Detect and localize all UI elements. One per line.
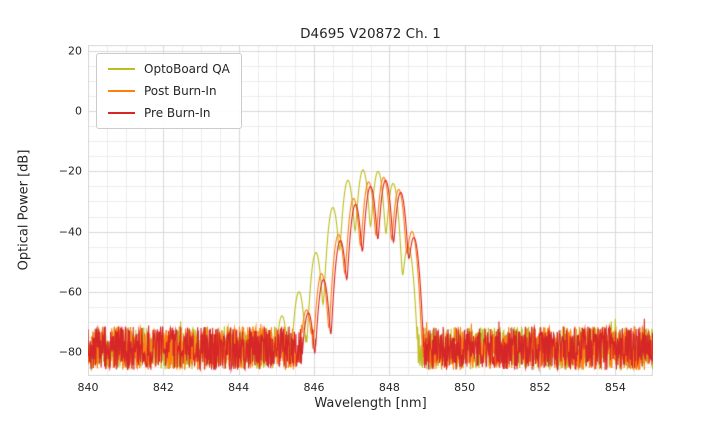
y-tick-label: −60	[58, 285, 82, 299]
legend-label: Pre Burn-In	[144, 106, 211, 120]
legend-label: OptoBoard QA	[144, 62, 230, 76]
y-tick-label: 0	[75, 104, 82, 118]
x-tick-label: 844	[228, 381, 250, 394]
plot-area: OptoBoard QA Post Burn-In Pre Burn-In	[88, 45, 653, 376]
x-tick-label: 842	[152, 381, 174, 394]
chart-title: D4695 V20872 Ch. 1	[300, 26, 441, 42]
y-axis-label: Optical Power [dB]	[16, 149, 32, 271]
x-tick-label: 840	[77, 381, 99, 394]
legend-item: Post Burn-In	[108, 84, 230, 98]
legend-label: Post Burn-In	[144, 84, 217, 98]
y-tick-label: −20	[58, 164, 82, 178]
x-axis-label: Wavelength [nm]	[314, 396, 427, 411]
y-tick-label: −80	[58, 345, 82, 359]
x-tick-label: 850	[454, 381, 476, 394]
x-tick-label: 848	[378, 381, 400, 394]
x-tick-label: 852	[529, 381, 551, 394]
legend: OptoBoard QA Post Burn-In Pre Burn-In	[96, 53, 242, 129]
x-tick-label: 854	[604, 381, 626, 394]
legend-item: Pre Burn-In	[108, 106, 230, 120]
legend-line-swatch	[108, 68, 135, 70]
y-tick-label: −40	[58, 225, 82, 239]
x-tick-label: 846	[303, 381, 325, 394]
y-tick-label: 20	[68, 44, 82, 58]
legend-line-swatch	[108, 112, 135, 114]
legend-item: OptoBoard QA	[108, 62, 230, 76]
legend-line-swatch	[108, 90, 135, 92]
